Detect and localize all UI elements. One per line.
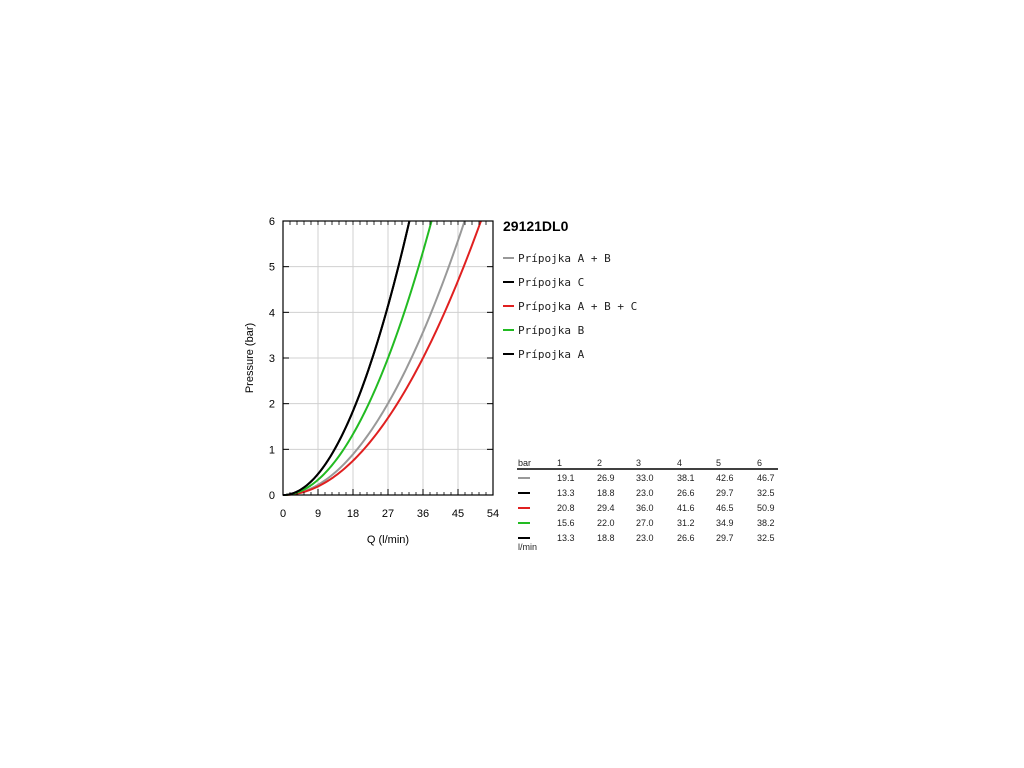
legend: Prípojka A + B Prípojka C Prípojka A + B +… <box>503 252 637 361</box>
axis-ticks <box>282 220 494 496</box>
table-column-header: 4 <box>677 458 682 468</box>
table-footer-label: l/min <box>518 542 537 552</box>
table-cell: 26.9 <box>597 473 615 483</box>
table-cell: 26.6 <box>677 488 695 498</box>
table-cell: 34.9 <box>716 518 734 528</box>
table-cell: 33.0 <box>636 473 654 483</box>
series-line-0 <box>282 220 466 496</box>
legend-label: Prípojka A <box>518 348 585 361</box>
table-cell: 13.3 <box>557 488 575 498</box>
legend-label: Prípojka C <box>518 276 584 289</box>
table-cell: 15.6 <box>557 518 575 528</box>
table-cell: 26.6 <box>677 533 695 543</box>
legend-label: Prípojka B <box>518 324 585 337</box>
table-cell: 20.8 <box>557 503 575 513</box>
table-cell: 29.7 <box>716 488 734 498</box>
table-column-header: 5 <box>716 458 721 468</box>
x-tick-label: 0 <box>280 508 286 520</box>
y-tick-label: 3 <box>269 353 275 365</box>
y-tick-label: 0 <box>269 490 275 502</box>
x-tick-label: 18 <box>347 508 359 520</box>
y-tick-label: 1 <box>269 444 275 456</box>
legend-label: Prípojka A + B + C <box>518 300 637 313</box>
table-column-header: 1 <box>557 458 562 468</box>
table-cell: 29.4 <box>597 503 615 513</box>
y-axis-label: Pressure (bar) <box>244 323 256 393</box>
series-line-3 <box>282 220 433 496</box>
data-table: bar 1 2 3 4 5 6 19.1 26.9 33.0 38.1 42.6 46.7 13.3 18.… <box>517 458 778 552</box>
y-tick-label: 2 <box>269 399 275 411</box>
series-line-2 <box>282 220 482 496</box>
table-cell: 38.1 <box>677 473 695 483</box>
table-column-header: 3 <box>636 458 641 468</box>
table-cell: 31.2 <box>677 518 695 528</box>
table-cell: 38.2 <box>757 518 775 528</box>
y-tick-label: 4 <box>269 307 275 319</box>
x-tick-label: 9 <box>315 508 321 520</box>
table-cell: 23.0 <box>636 488 654 498</box>
x-tick-label: 45 <box>452 508 464 520</box>
legend-label: Prípojka A + B <box>518 252 611 265</box>
table-cell: 46.7 <box>757 473 775 483</box>
table-cell: 23.0 <box>636 533 654 543</box>
table-cell: 27.0 <box>636 518 654 528</box>
table-cell: 46.5 <box>716 503 734 513</box>
table-cell: 42.6 <box>716 473 734 483</box>
x-tick-label: 36 <box>417 508 429 520</box>
x-tick-label: 27 <box>382 508 394 520</box>
chart-title: 29121DL0 <box>503 218 569 234</box>
table-cell: 13.3 <box>557 533 575 543</box>
table-cell: 41.6 <box>677 503 695 513</box>
table-column-header: 6 <box>757 458 762 468</box>
table-cell: 18.8 <box>597 533 615 543</box>
table-cell: 32.5 <box>757 488 775 498</box>
table-column-header: 2 <box>597 458 602 468</box>
table-cell: 22.0 <box>597 518 615 528</box>
y-tick-label: 6 <box>269 216 275 228</box>
x-axis-label: Q (l/min) <box>367 534 409 546</box>
curves <box>282 220 482 496</box>
y-tick-label: 5 <box>269 262 275 274</box>
table-header-label: bar <box>518 458 531 468</box>
table-cell: 18.8 <box>597 488 615 498</box>
series-line-4 <box>282 220 411 496</box>
table-cell: 32.5 <box>757 533 775 543</box>
table-cell: 19.1 <box>557 473 575 483</box>
table-cell: 50.9 <box>757 503 775 513</box>
table-cell: 36.0 <box>636 503 654 513</box>
table-cell: 29.7 <box>716 533 734 543</box>
x-tick-label: 54 <box>487 508 499 520</box>
